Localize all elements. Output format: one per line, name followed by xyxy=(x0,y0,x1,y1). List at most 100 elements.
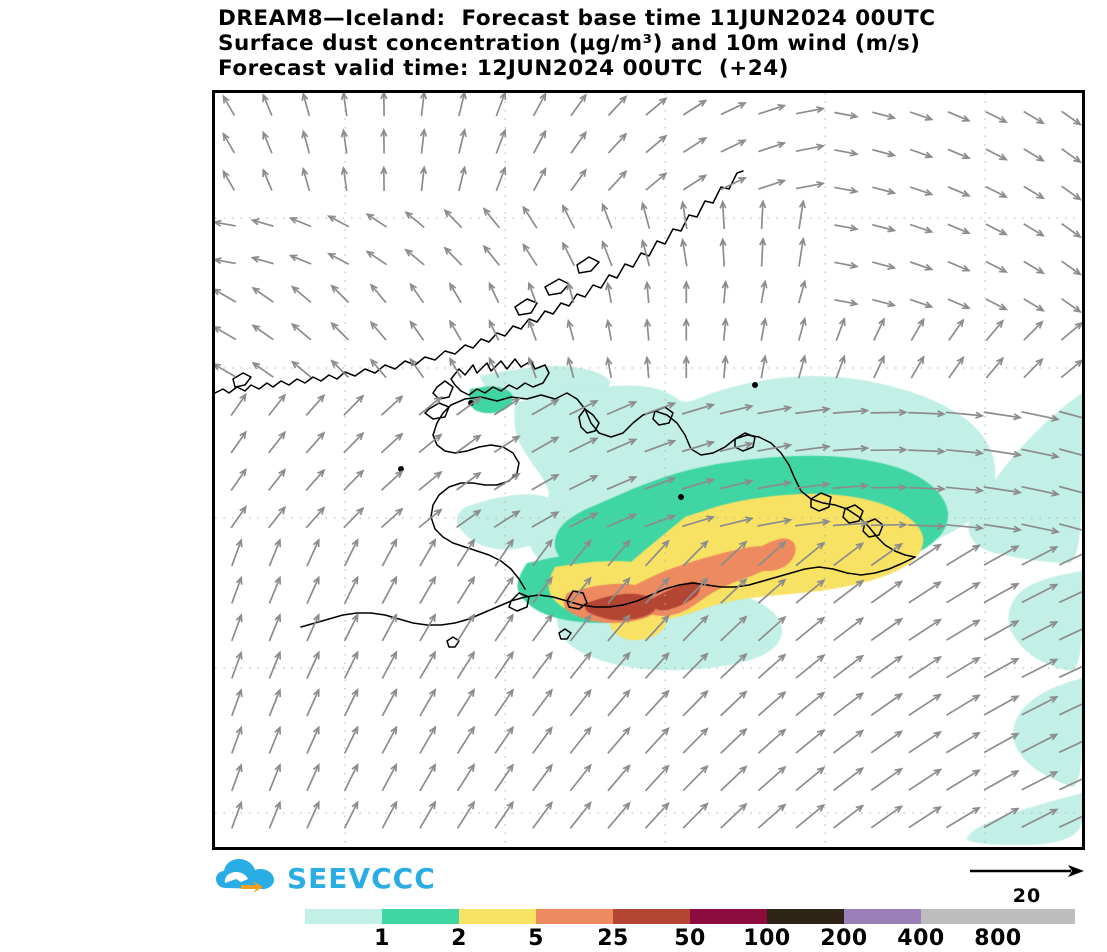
wind-arrow xyxy=(834,656,863,678)
wind-arrow xyxy=(608,653,630,678)
colorbar-label-25: 25 xyxy=(597,926,629,951)
wind-arrow xyxy=(606,283,612,303)
wind-arrow xyxy=(683,729,707,753)
wind-arrow xyxy=(371,285,386,303)
wind-arrow xyxy=(269,802,280,828)
wind-arrow xyxy=(1059,548,1082,565)
wind-arrow xyxy=(796,693,824,716)
wind-arrow xyxy=(834,262,856,268)
wind-arrow xyxy=(796,543,824,566)
wind-arrow xyxy=(458,690,475,716)
wind-arrow xyxy=(253,288,273,302)
wind-arrow xyxy=(484,209,499,228)
wind-arrow xyxy=(646,579,669,604)
wind-arrow xyxy=(495,765,513,791)
wind-arrow xyxy=(534,131,546,153)
wind-arrow xyxy=(607,402,636,414)
wind-arrow xyxy=(984,546,1018,565)
wind-arrow xyxy=(495,690,513,716)
wind-arrow xyxy=(231,432,246,453)
wind-arrow xyxy=(758,180,784,189)
wind-arrow xyxy=(292,287,311,303)
wind-arrow xyxy=(909,620,941,641)
wind-arrow xyxy=(949,358,963,378)
wind-arrow xyxy=(231,470,246,491)
wind-arrow xyxy=(646,136,666,153)
colorbar-label-2: 2 xyxy=(451,926,467,951)
wind-vectors xyxy=(215,93,1082,828)
wind-arrow xyxy=(871,544,901,565)
wind-arrow xyxy=(795,445,829,451)
wind-arrow xyxy=(232,803,242,829)
wind-arrow xyxy=(215,221,236,227)
wind-arrow xyxy=(984,487,1020,494)
wind-arrow xyxy=(382,577,396,603)
wind-arrow xyxy=(570,616,590,642)
wind-arrow xyxy=(533,653,552,679)
wind-arrow xyxy=(533,728,552,754)
wind-arrow xyxy=(609,172,626,191)
wind-arrow xyxy=(871,582,901,603)
wind-arrow xyxy=(232,615,242,641)
wind-arrow xyxy=(986,321,1002,341)
wind-arrow xyxy=(307,765,319,791)
wind-arrow xyxy=(946,658,979,678)
wind-arrow xyxy=(1022,547,1057,565)
wind-arrow xyxy=(406,250,424,265)
wind-arrow xyxy=(570,728,590,754)
wind-arrow xyxy=(232,540,242,566)
wind-arrow xyxy=(909,732,941,753)
forecast-map[interactable] xyxy=(212,90,1085,850)
wind-arrow xyxy=(382,540,396,566)
wind-arrow xyxy=(796,107,823,114)
wind-arrow xyxy=(1022,735,1057,753)
wind-arrow xyxy=(495,802,513,828)
wind-arrow xyxy=(534,169,546,191)
wind-arrow xyxy=(1022,449,1059,458)
coastline-segment-18 xyxy=(509,593,529,611)
wind-arrow xyxy=(269,578,280,604)
colorbar-strip xyxy=(305,909,1075,924)
wind-arrow xyxy=(1022,697,1057,715)
wind-arrow xyxy=(1024,359,1042,377)
coastline-segment-4 xyxy=(577,257,599,273)
wind-arrow xyxy=(646,729,669,754)
wind-arrow xyxy=(834,731,863,753)
colorbar-cell-8 xyxy=(921,909,998,924)
wind-arrow xyxy=(720,202,726,229)
coastline-segment-15 xyxy=(843,505,863,523)
wind-arrow xyxy=(533,615,552,641)
wind-arrow xyxy=(909,770,941,791)
wind-arrow xyxy=(833,408,867,414)
wind-arrow xyxy=(345,577,358,603)
wind-arrow xyxy=(263,170,272,191)
wind-arrow xyxy=(381,93,387,116)
wind-arrow xyxy=(984,450,1020,457)
wind-arrow xyxy=(457,473,480,490)
wind-arrow xyxy=(909,657,941,678)
wind-arrow xyxy=(683,542,707,566)
wind-arrow xyxy=(419,397,441,415)
wind-arrow xyxy=(458,727,475,753)
wind-arrow xyxy=(834,768,863,790)
wind-arrow xyxy=(984,809,1018,828)
wind-arrow xyxy=(570,765,590,791)
wind-arrow xyxy=(253,326,273,340)
wind-arrow xyxy=(1022,660,1057,678)
coastline-segment-6 xyxy=(433,381,453,399)
wind-arrow xyxy=(420,765,435,791)
wind-arrow xyxy=(291,255,312,264)
wind-arrow xyxy=(1059,698,1082,715)
wind-arrow xyxy=(563,243,574,266)
wind-arrow xyxy=(570,541,590,567)
wind-arrow xyxy=(458,615,475,641)
wind-arrow xyxy=(908,448,944,454)
wind-arrow xyxy=(796,730,824,753)
colorbar-label-800: 800 xyxy=(974,926,1021,951)
wind-arrow xyxy=(948,187,969,196)
wind-arrow xyxy=(872,187,894,194)
wind-arrow xyxy=(683,766,707,790)
wind-arrow xyxy=(382,652,396,678)
wind-arrow xyxy=(834,187,856,193)
wind-arrow xyxy=(381,168,387,191)
